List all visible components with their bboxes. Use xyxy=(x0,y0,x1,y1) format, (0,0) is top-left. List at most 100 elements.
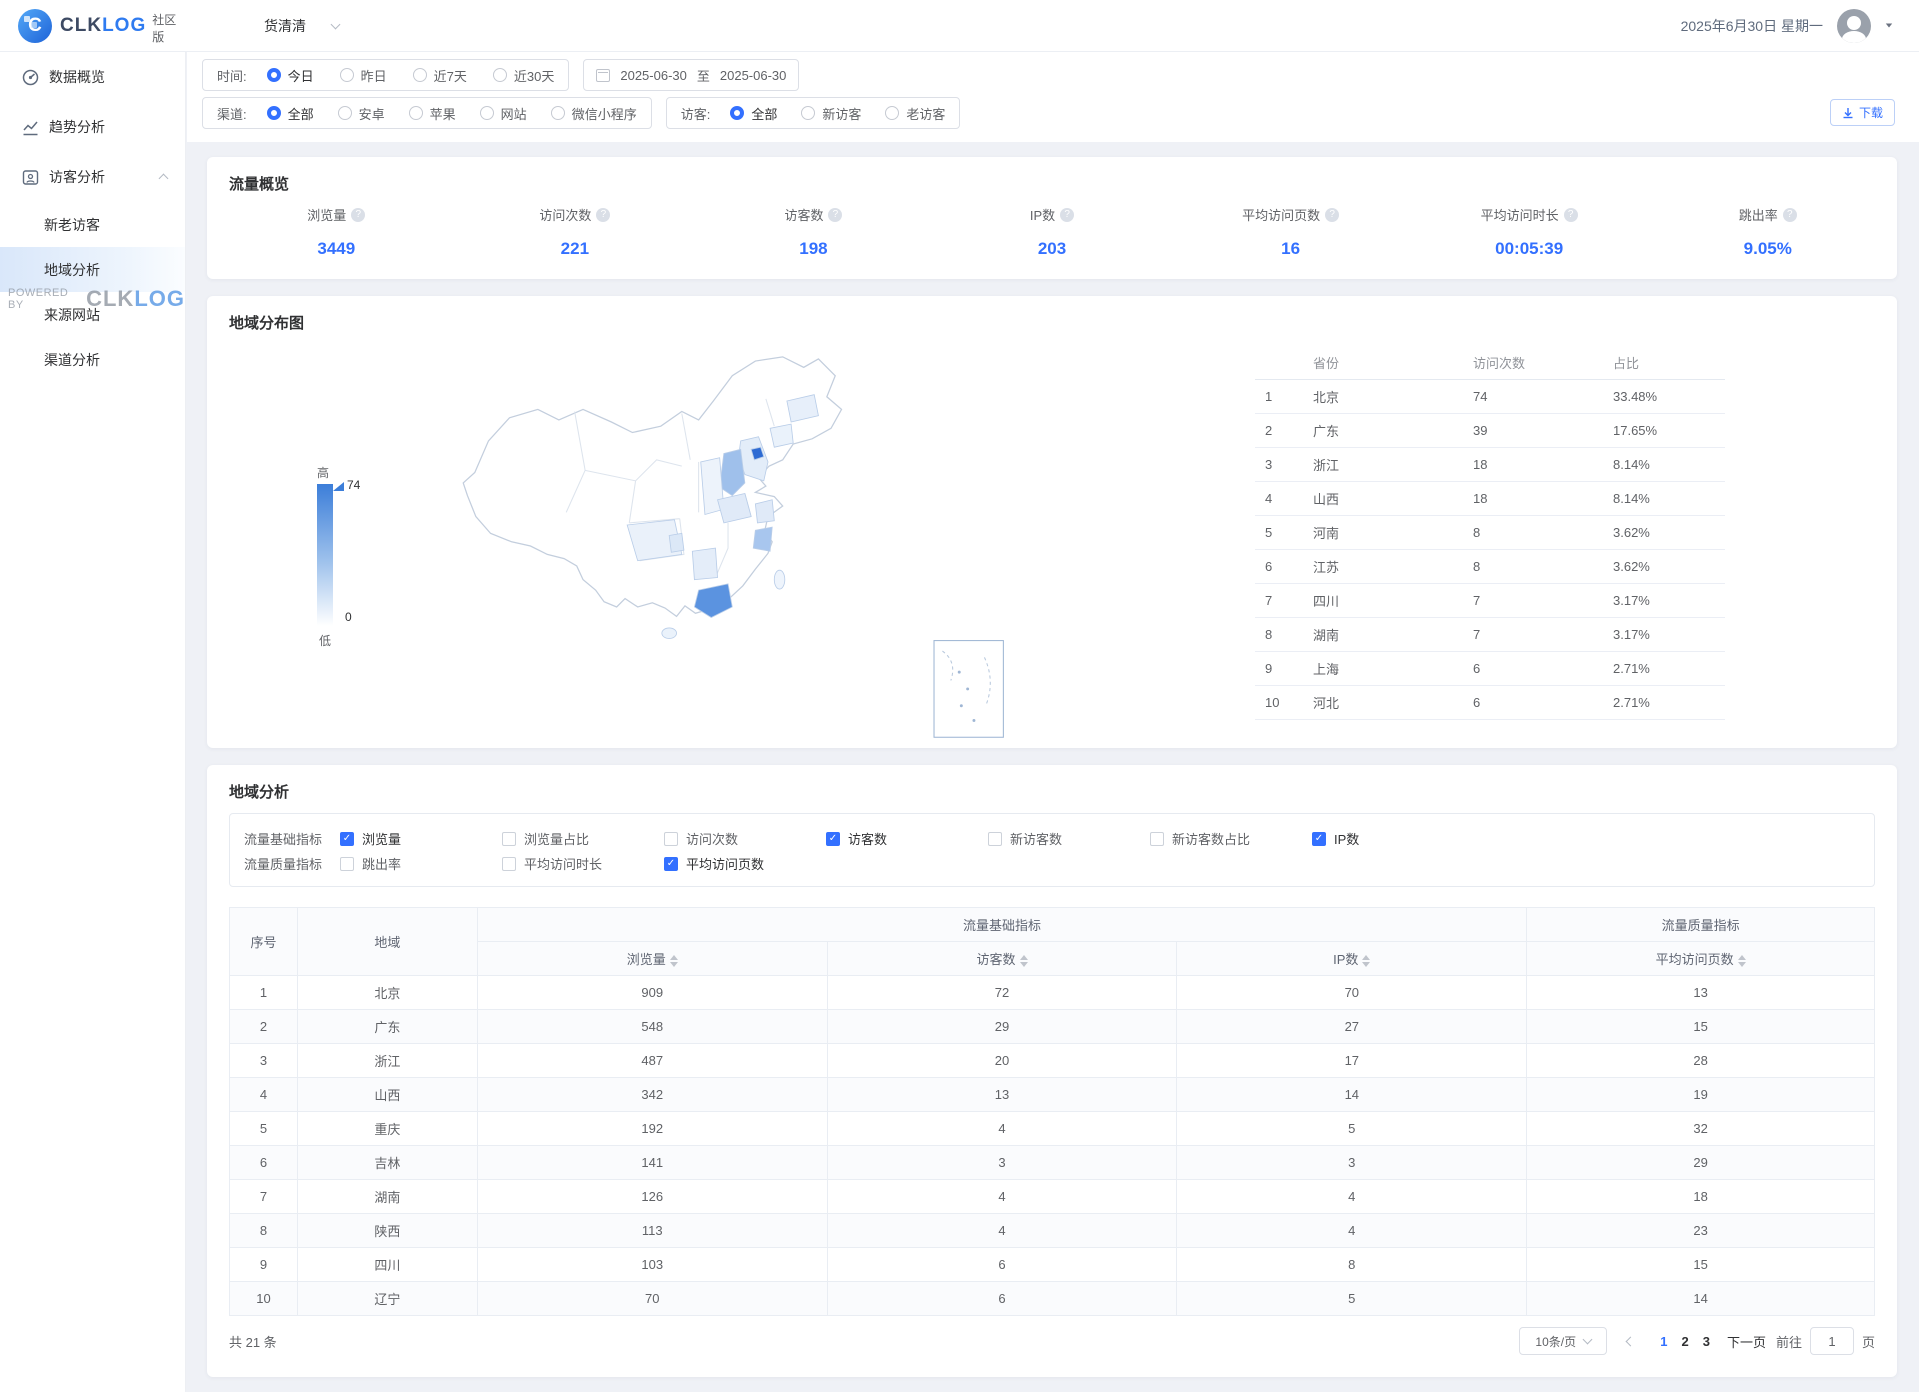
help-icon[interactable]: ? xyxy=(1060,207,1075,222)
sidebar-item-new-old-visitors[interactable]: 新老访客 xyxy=(44,216,100,233)
sidebar: 数据概览 趋势分析 访客分析 新老访客 地域分析 来源网站 渠道分析 POWER… xyxy=(0,52,186,1392)
region-cell: 3.62% xyxy=(1613,559,1650,574)
sidebar-item-data-overview[interactable]: 数据概览 xyxy=(0,52,185,102)
sort-desc-icon xyxy=(1737,961,1746,967)
region-cell: 18 xyxy=(1473,491,1488,506)
sidebar-item-trend-analysis[interactable]: 趋势分析 xyxy=(0,102,185,152)
sort-icon[interactable] xyxy=(669,954,678,967)
checkbox-option[interactable]: 跳出率 xyxy=(340,854,502,873)
page-number-button[interactable]: 1 xyxy=(1660,1333,1668,1349)
table-row: 6 吉林 141 3 3 29 xyxy=(229,1145,1875,1180)
checkbox-option[interactable]: ✓ 平均访问页数 xyxy=(664,854,826,873)
chevron-down-icon xyxy=(1582,1334,1593,1345)
help-icon[interactable]: ? xyxy=(1563,207,1578,222)
checkbox-option[interactable]: 平均访问时长 xyxy=(502,854,664,873)
sortable-column-header[interactable]: 平均访问页数 xyxy=(1526,941,1875,976)
region-table-row: 10 河北 6 2.71% xyxy=(1255,686,1725,720)
help-icon[interactable]: ? xyxy=(351,207,366,222)
radio-option[interactable]: 全部 xyxy=(730,104,777,123)
china-map[interactable] xyxy=(417,331,1037,761)
next-page-button[interactable]: 下一页 xyxy=(1726,1334,1766,1350)
help-icon[interactable]: ? xyxy=(596,207,611,222)
goto-page-input[interactable] xyxy=(1809,1327,1854,1355)
radio-option[interactable]: 安卓 xyxy=(337,104,385,123)
sidebar-item-region-analysis[interactable]: 地域分析 xyxy=(0,247,185,292)
collapse-chevron-icon[interactable] xyxy=(158,173,169,184)
metric-label: IP数? xyxy=(1030,205,1075,224)
sidebar-item-channel-analysis[interactable]: 渠道分析 xyxy=(44,351,100,368)
sort-asc-icon xyxy=(1362,954,1371,960)
page-number-button[interactable]: 2 xyxy=(1681,1333,1689,1349)
sidebar-item-visitor-analysis[interactable]: 访客分析 xyxy=(0,152,185,202)
radio-label: 安卓 xyxy=(358,106,385,122)
table-cell: 113 xyxy=(476,1213,828,1248)
table-row: 10 辽宁 70 6 5 14 xyxy=(229,1281,1875,1316)
radio-option[interactable]: 微信小程序 xyxy=(550,104,637,123)
col-header-region: 地域 xyxy=(296,907,478,976)
checkbox-option[interactable]: ✓ IP数 xyxy=(1312,829,1474,848)
sortable-column-header[interactable]: 浏览量 xyxy=(476,941,828,976)
checkbox-option[interactable]: 浏览量占比 xyxy=(502,829,664,848)
table-cell: 909 xyxy=(476,975,828,1010)
sortable-column-header[interactable]: 访客数 xyxy=(826,941,1178,976)
checkbox-option[interactable]: ✓ 访客数 xyxy=(826,829,988,848)
checkbox-icon xyxy=(502,831,516,846)
region-cell: 四川 xyxy=(1313,594,1340,609)
checkbox-option[interactable]: 访问次数 xyxy=(664,829,826,848)
radio-option[interactable]: 全部 xyxy=(266,104,314,123)
sort-icon[interactable] xyxy=(1737,954,1746,967)
radio-label: 老访客 xyxy=(906,106,946,122)
radio-option[interactable]: 近30天 xyxy=(492,66,554,85)
table-cell: 14 xyxy=(1526,1281,1875,1316)
metric-label-text: 访客数 xyxy=(784,208,824,223)
radio-label: 今日 xyxy=(287,68,314,84)
prev-page-button[interactable] xyxy=(1617,1327,1643,1355)
table-cell: 4 xyxy=(1176,1179,1528,1214)
date-range-picker[interactable]: 2025-06-30 至 2025-06-30 xyxy=(583,59,800,91)
date-end[interactable]: 2025-06-30 xyxy=(719,67,787,83)
user-menu-caret-icon[interactable] xyxy=(1885,23,1893,28)
download-button[interactable]: 下载 xyxy=(1829,99,1895,126)
help-icon[interactable]: ? xyxy=(828,207,843,222)
table-cell: 32 xyxy=(1526,1111,1875,1146)
filter-bar: 时间: 今日 昨日 近7天 近30天 2025-06-30 至 2025-06-30 … xyxy=(187,52,1919,142)
radio-option[interactable]: 老访客 xyxy=(885,104,945,123)
sortable-column-header[interactable]: IP数 xyxy=(1176,941,1528,976)
radio-option[interactable]: 苹果 xyxy=(408,104,456,123)
sort-icon[interactable] xyxy=(1019,954,1028,967)
checkbox-icon xyxy=(988,831,1002,846)
radio-option[interactable]: 新访客 xyxy=(801,104,861,123)
checkbox-label: 平均访问页数 xyxy=(686,857,765,872)
page-number-button[interactable]: 3 xyxy=(1702,1333,1710,1349)
region-table-row: 1 北京 74 33.48% xyxy=(1255,380,1725,414)
table-cell: 山西 xyxy=(296,1077,478,1112)
avatar[interactable] xyxy=(1837,8,1871,43)
table-cell: 湖南 xyxy=(296,1179,478,1214)
checkbox-label: 平均访问时长 xyxy=(524,857,603,872)
table-cell: 72 xyxy=(826,975,1178,1010)
help-icon[interactable]: ? xyxy=(1782,207,1797,222)
metric-group-label: 流量质量指标 xyxy=(244,857,323,872)
radio-option[interactable]: 今日 xyxy=(266,66,314,85)
sidebar-item-source-site[interactable]: 来源网站 xyxy=(44,306,100,323)
visitor-icon xyxy=(22,169,39,185)
checkbox-label: 跳出率 xyxy=(362,857,402,872)
radio-option[interactable]: 网站 xyxy=(479,104,527,123)
page-size-select[interactable]: 10条/页 xyxy=(1519,1327,1608,1355)
metric-value: 00:05:39 xyxy=(1495,239,1564,258)
date-start[interactable]: 2025-06-30 xyxy=(620,67,687,83)
radio-option[interactable]: 近7天 xyxy=(412,66,467,85)
table-cell: 重庆 xyxy=(296,1111,478,1146)
region-table-row: 9 上海 6 2.71% xyxy=(1255,652,1725,686)
table-cell: 4 xyxy=(229,1077,298,1112)
legend-marker-icon xyxy=(333,482,344,491)
checkbox-option[interactable]: 新访客数占比 xyxy=(1150,829,1312,848)
project-selector[interactable]: 货清清 xyxy=(264,16,341,36)
sort-icon[interactable] xyxy=(1362,954,1371,967)
checkbox-option[interactable]: ✓ 浏览量 xyxy=(340,829,502,848)
help-icon[interactable]: ? xyxy=(1325,207,1340,222)
checkbox-option[interactable]: 新访客数 xyxy=(988,829,1150,848)
column-header-text: IP数 xyxy=(1333,952,1359,967)
region-cell: 8 xyxy=(1473,559,1481,574)
radio-option[interactable]: 昨日 xyxy=(339,66,387,85)
